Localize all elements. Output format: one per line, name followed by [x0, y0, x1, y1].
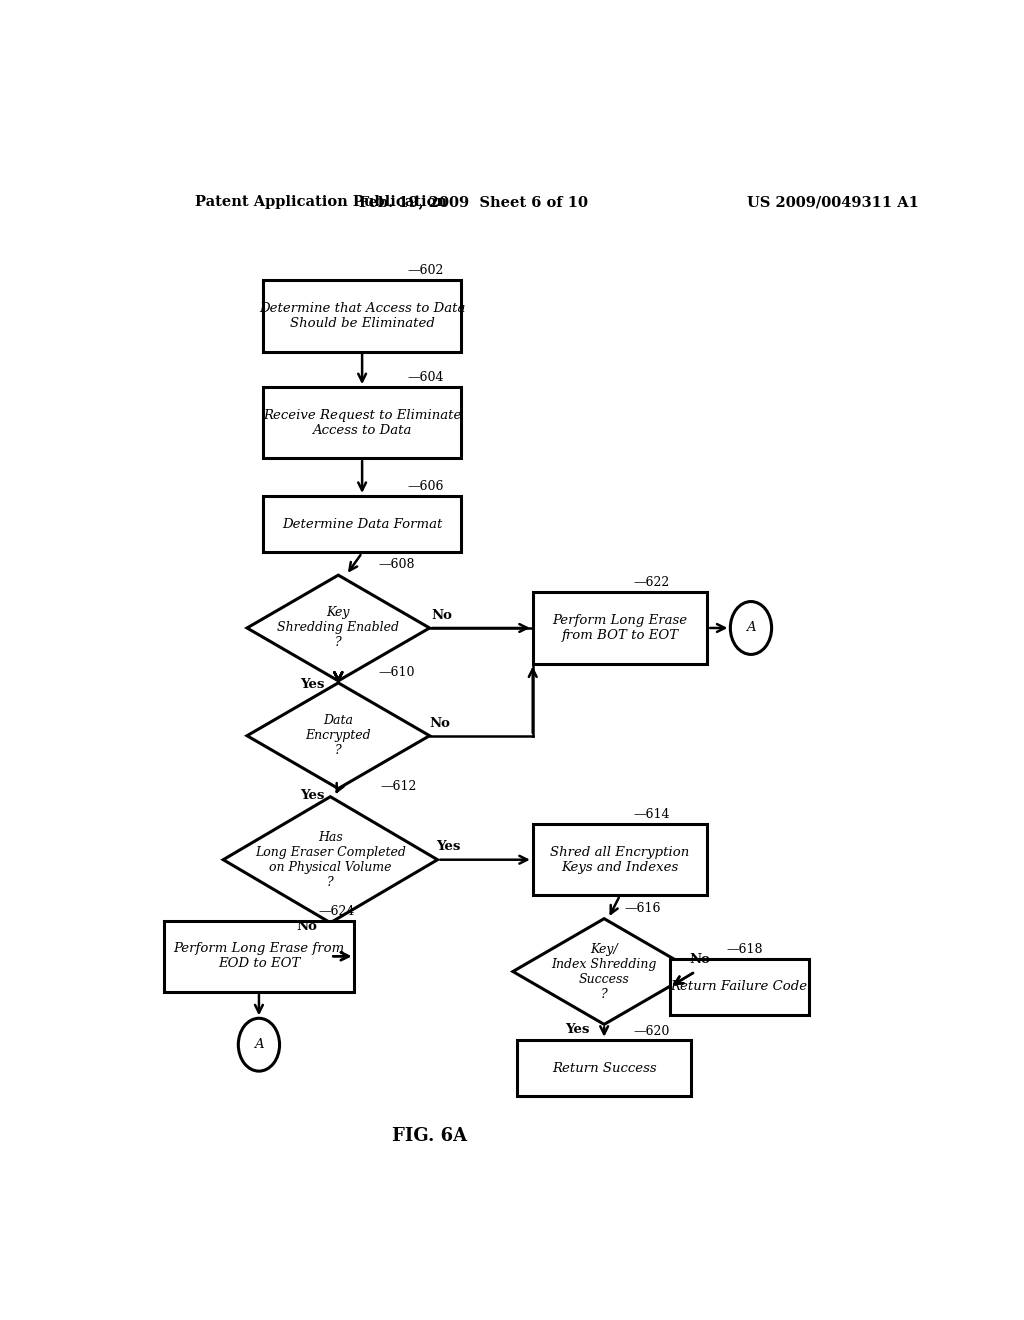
Text: —612: —612 — [380, 780, 417, 792]
Polygon shape — [247, 682, 430, 788]
Polygon shape — [247, 576, 430, 681]
Text: US 2009/0049311 A1: US 2009/0049311 A1 — [748, 195, 919, 209]
Text: No: No — [431, 610, 452, 622]
Text: —624: —624 — [318, 904, 355, 917]
Text: Receive Request to Eliminate
Access to Data: Receive Request to Eliminate Access to D… — [263, 409, 461, 437]
Polygon shape — [513, 919, 695, 1024]
Text: —622: —622 — [634, 577, 670, 589]
Text: Yes: Yes — [565, 1023, 590, 1036]
Text: Perform Long Erase from
EOD to EOT: Perform Long Erase from EOD to EOT — [173, 942, 344, 970]
Bar — [517, 1040, 691, 1096]
Text: Shred all Encryption
Keys and Indexes: Shred all Encryption Keys and Indexes — [551, 846, 689, 874]
Text: Yes: Yes — [300, 789, 325, 803]
Text: —618: —618 — [726, 944, 763, 956]
Text: Data
Encrypted
?: Data Encrypted ? — [305, 714, 371, 758]
Text: —616: —616 — [624, 902, 660, 915]
Circle shape — [239, 1018, 280, 1071]
Bar — [263, 496, 461, 552]
Bar — [263, 387, 461, 458]
Circle shape — [730, 602, 772, 655]
Text: —602: —602 — [408, 264, 443, 277]
Text: Yes: Yes — [435, 840, 460, 853]
Text: No: No — [296, 920, 316, 933]
Text: Return Success: Return Success — [552, 1061, 656, 1074]
Bar — [532, 824, 708, 895]
Text: —614: —614 — [634, 808, 670, 821]
Bar — [670, 958, 809, 1015]
Bar — [164, 921, 354, 991]
Text: Determine that Access to Data
Should be Eliminated: Determine that Access to Data Should be … — [259, 302, 465, 330]
Text: A: A — [746, 622, 756, 635]
Text: A: A — [254, 1039, 264, 1051]
Text: —608: —608 — [378, 558, 415, 572]
Text: —606: —606 — [408, 479, 443, 492]
Text: Determine Data Format: Determine Data Format — [282, 517, 442, 531]
Text: No: No — [429, 717, 451, 730]
Text: Key/
Index Shredding
Success
?: Key/ Index Shredding Success ? — [552, 942, 656, 1001]
Text: Patent Application Publication: Patent Application Publication — [196, 195, 447, 209]
Text: —604: —604 — [408, 371, 443, 384]
Bar — [263, 280, 461, 351]
Text: Perform Long Erase
from BOT to EOT: Perform Long Erase from BOT to EOT — [553, 614, 687, 642]
Text: Key
Shredding Enabled
?: Key Shredding Enabled ? — [278, 606, 399, 649]
Text: No: No — [689, 953, 710, 966]
Text: Return Failure Code: Return Failure Code — [671, 981, 808, 993]
Bar — [532, 593, 708, 664]
Text: —620: —620 — [634, 1024, 670, 1038]
Polygon shape — [223, 797, 437, 923]
Text: FIG. 6A: FIG. 6A — [392, 1127, 467, 1146]
Text: Yes: Yes — [300, 678, 325, 692]
Text: Has
Long Eraser Completed
on Physical Volume
?: Has Long Eraser Completed on Physical Vo… — [255, 830, 406, 888]
Text: —610: —610 — [378, 665, 415, 678]
Text: Feb. 19, 2009  Sheet 6 of 10: Feb. 19, 2009 Sheet 6 of 10 — [358, 195, 588, 209]
